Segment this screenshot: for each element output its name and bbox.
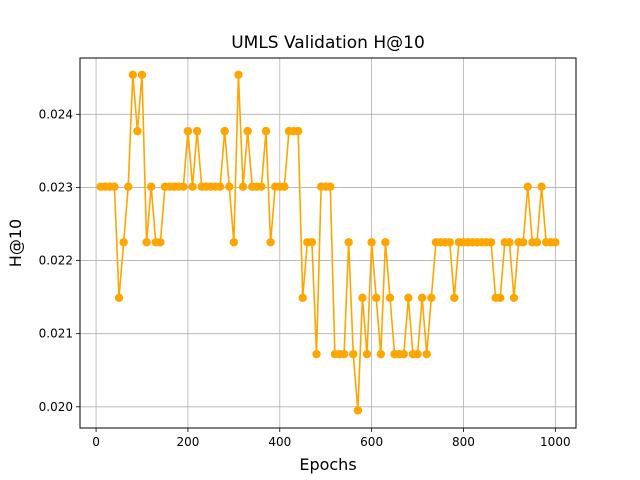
data-point — [298, 293, 307, 303]
data-point — [238, 182, 248, 191]
data-point — [124, 182, 133, 191]
series-layer — [96, 70, 560, 415]
data-point — [505, 238, 514, 247]
data-point — [344, 238, 353, 247]
data-point — [523, 182, 532, 191]
data-point — [119, 238, 128, 247]
y-axis-label: H@10 — [6, 219, 25, 267]
data-point — [257, 182, 266, 191]
data-point — [192, 126, 202, 136]
plot-frame — [79, 57, 577, 429]
y-tick-label: 0.023 — [39, 180, 73, 194]
data-point — [362, 349, 372, 359]
data-point — [358, 293, 367, 303]
data-point — [537, 182, 546, 191]
x-tick-label: 200 — [176, 435, 199, 449]
x-tick-label: 600 — [360, 435, 383, 449]
x-axis-label: Epochs — [299, 455, 356, 474]
data-point — [381, 238, 390, 247]
data-point — [234, 70, 243, 80]
data-point — [280, 182, 289, 191]
data-point — [266, 238, 275, 247]
data-point — [261, 126, 271, 136]
data-point — [367, 238, 376, 247]
y-tick-label: 0.021 — [39, 327, 73, 341]
data-point — [293, 126, 303, 136]
data-point — [427, 293, 436, 303]
x-tick-label: 400 — [268, 435, 291, 449]
data-point — [518, 238, 528, 247]
data-point — [509, 293, 519, 303]
data-point — [146, 182, 156, 191]
data-point — [353, 406, 363, 415]
data-point — [183, 126, 193, 136]
data-point — [188, 182, 197, 191]
data-point — [496, 293, 505, 303]
x-tick-label: 1000 — [540, 435, 571, 449]
data-point — [156, 238, 165, 247]
data-point — [376, 349, 386, 359]
chart-title: UMLS Validation H@10 — [231, 33, 425, 53]
data-point — [532, 238, 542, 247]
data-point — [417, 293, 427, 303]
data-point — [385, 293, 395, 303]
data-point — [413, 349, 422, 359]
data-point — [110, 182, 119, 191]
x-tick-label: 800 — [452, 435, 475, 449]
data-point — [445, 238, 454, 247]
data-point — [326, 182, 335, 191]
data-point — [349, 349, 358, 359]
data-point — [229, 238, 239, 247]
data-point — [422, 349, 431, 359]
data-point — [486, 238, 496, 247]
data-point — [307, 238, 317, 247]
axis-ticks: 0 200 400 600 800 1000 0.020 0.021 0.022 0.023 0.0… — [39, 107, 571, 449]
y-tick-label: 0.022 — [39, 254, 73, 268]
data-point — [137, 70, 147, 80]
data-point — [372, 293, 381, 303]
data-point — [243, 126, 252, 136]
data-point — [114, 293, 124, 303]
data-point — [551, 238, 560, 247]
data-point — [399, 349, 408, 359]
data-point — [312, 349, 321, 359]
data-point — [128, 70, 138, 80]
data-point — [225, 182, 234, 191]
data-point — [220, 126, 229, 136]
data-point — [450, 293, 459, 303]
y-tick-label: 0.020 — [39, 400, 73, 414]
y-tick-label: 0.024 — [39, 107, 73, 121]
x-tick-label: 0 — [92, 435, 100, 449]
data-point — [404, 293, 413, 303]
data-point — [142, 238, 151, 247]
data-point — [339, 349, 349, 359]
data-point — [133, 126, 142, 136]
data-point — [179, 182, 188, 191]
data-point — [215, 182, 225, 191]
